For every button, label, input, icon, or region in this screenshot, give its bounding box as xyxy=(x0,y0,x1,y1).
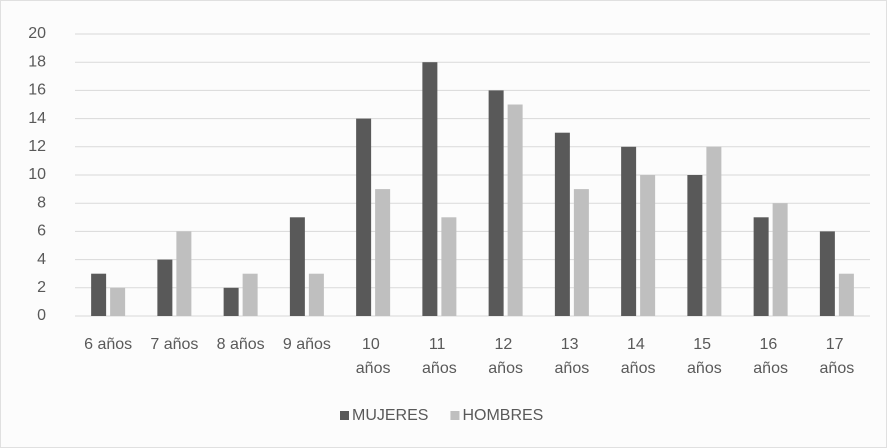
bar xyxy=(289,217,305,316)
x-tick-label: 14 años xyxy=(621,336,656,377)
x-tick-label-line: años xyxy=(422,360,457,377)
bar xyxy=(573,189,589,316)
y-tick-label: 12 xyxy=(28,138,46,155)
x-tick-label-line: 11 xyxy=(429,336,450,353)
y-tick-label: 20 xyxy=(28,25,46,42)
x-tick-label-line: 12 xyxy=(495,336,517,353)
y-tick-label: 18 xyxy=(28,53,46,70)
bar xyxy=(91,273,107,316)
bar xyxy=(356,118,372,316)
x-tick-label-line: años xyxy=(753,360,788,377)
bar xyxy=(772,203,788,316)
legend-swatch xyxy=(340,411,349,420)
legend-swatch xyxy=(450,411,460,420)
bar xyxy=(753,217,769,316)
bar xyxy=(554,132,570,316)
y-tick-label: 0 xyxy=(37,307,46,324)
bar xyxy=(242,273,258,316)
x-tick-label-line: años xyxy=(356,360,391,377)
x-tick-label-line: 10 xyxy=(362,336,384,353)
y-tick-label: 8 xyxy=(37,194,46,211)
y-tick-label: 14 xyxy=(28,110,46,127)
x-tick-label-line: 13 xyxy=(561,336,583,353)
bar xyxy=(838,273,854,316)
x-tick-label: 7 años xyxy=(150,336,198,353)
bar xyxy=(819,231,835,316)
bar xyxy=(223,287,239,316)
y-tick-label: 10 xyxy=(28,166,46,183)
x-tick-label: 12 años xyxy=(488,336,523,377)
y-tick-label: 2 xyxy=(37,279,46,296)
x-tick-label: 10 años xyxy=(356,336,391,377)
x-tick-label-line: 14 xyxy=(627,336,649,353)
x-tick-label: 8 años xyxy=(217,336,265,353)
bar xyxy=(507,104,523,316)
x-tick-label: 17 años xyxy=(820,336,855,377)
x-tick-label: 11 años xyxy=(422,336,457,377)
x-tick-label-line: años xyxy=(687,360,722,377)
y-tick-label: 4 xyxy=(37,251,46,268)
x-tick-label: 6 años xyxy=(84,336,132,353)
x-tick-label: 15 años xyxy=(687,336,722,377)
x-tick-label: 9 años xyxy=(283,336,331,353)
x-tick-label-line: 17 xyxy=(826,336,848,353)
bar xyxy=(640,175,656,316)
x-tick-label-line: años xyxy=(621,360,656,377)
legend-label: HOMBRES xyxy=(462,407,543,424)
bar xyxy=(687,175,703,316)
x-tick-label-line: años xyxy=(488,360,523,377)
x-tick-label-line: 15 xyxy=(693,336,715,353)
x-tick-label-line: años xyxy=(820,360,855,377)
x-tick-label: 13 años xyxy=(555,336,590,377)
bar xyxy=(441,217,457,316)
y-tick-label: 6 xyxy=(37,223,46,240)
bar xyxy=(375,189,391,316)
bar xyxy=(176,231,192,316)
bar xyxy=(706,146,722,316)
bar xyxy=(488,90,504,317)
bar xyxy=(110,287,126,316)
x-tick-label-line: 16 xyxy=(760,336,782,353)
x-tick-label-line: años xyxy=(555,360,590,377)
x-tick-label: 16 años xyxy=(753,336,788,377)
bar xyxy=(308,273,324,316)
bar xyxy=(422,62,438,317)
legend-label: MUJERES xyxy=(352,407,428,424)
bar xyxy=(621,146,637,316)
y-tick-label: 16 xyxy=(28,82,46,99)
bar xyxy=(157,259,173,316)
